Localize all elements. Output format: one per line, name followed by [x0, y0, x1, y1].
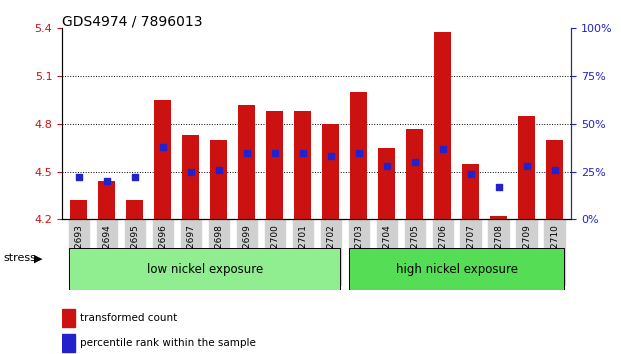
Bar [406, 129, 423, 219]
Text: transformed count: transformed count [80, 313, 177, 323]
Point [214, 167, 224, 173]
Point [410, 159, 420, 165]
Point [186, 169, 196, 175]
Bar [434, 32, 451, 219]
Bar [238, 105, 255, 219]
Bar [378, 148, 395, 219]
Point [102, 178, 112, 184]
Point [326, 154, 336, 159]
Point [130, 175, 140, 180]
Bar [211, 140, 227, 219]
Point [382, 163, 392, 169]
FancyBboxPatch shape [69, 248, 340, 290]
Point [74, 175, 84, 180]
Text: low nickel exposure: low nickel exposure [147, 263, 263, 275]
Point [550, 167, 560, 173]
Point [466, 171, 476, 176]
Bar [62, 309, 75, 327]
Text: GDS4974 / 7896013: GDS4974 / 7896013 [62, 14, 202, 28]
Bar [266, 111, 283, 219]
Text: ▶: ▶ [34, 253, 43, 263]
Point [522, 163, 532, 169]
Bar [462, 164, 479, 219]
Point [270, 150, 279, 155]
Bar [350, 92, 367, 219]
Bar [71, 200, 88, 219]
Point [297, 150, 307, 155]
FancyBboxPatch shape [349, 248, 564, 290]
Bar [127, 200, 143, 219]
Text: stress: stress [3, 253, 36, 263]
Bar [294, 111, 311, 219]
Point [438, 146, 448, 152]
Bar [518, 116, 535, 219]
Text: high nickel exposure: high nickel exposure [396, 263, 518, 275]
Bar [490, 216, 507, 219]
Text: percentile rank within the sample: percentile rank within the sample [80, 338, 256, 348]
Point [354, 150, 364, 155]
Bar [99, 181, 116, 219]
Bar [322, 124, 339, 219]
Bar [546, 140, 563, 219]
Point [158, 144, 168, 150]
Bar [62, 334, 75, 352]
Bar [183, 135, 199, 219]
Point [242, 150, 252, 155]
Point [494, 184, 504, 190]
Bar [155, 100, 171, 219]
